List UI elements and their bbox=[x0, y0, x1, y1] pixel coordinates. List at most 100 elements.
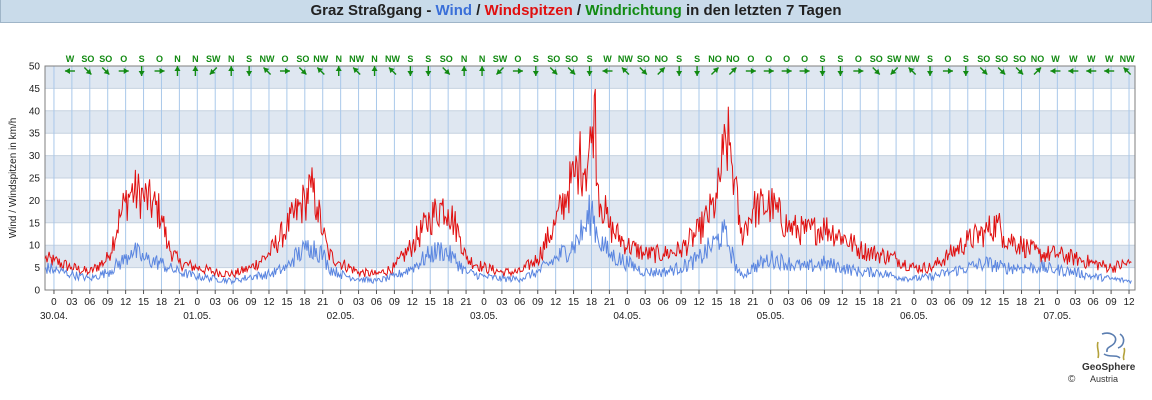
wind-direction-label: N bbox=[461, 54, 468, 64]
wind-direction-arrow-icon bbox=[942, 68, 953, 74]
title-part-1: Wind bbox=[435, 2, 473, 19]
x-tick-labels: 0 03 06 09 12 15 18 21 0 03 06 09 12 15 18 21 0 03 06 09 12 1… bbox=[51, 290, 1135, 308]
arrow-head bbox=[621, 67, 628, 74]
arrow-head bbox=[1035, 67, 1042, 74]
x-tick-label: 09 bbox=[962, 297, 974, 308]
wind-direction-arrow-icon bbox=[174, 66, 181, 76]
arrow-head bbox=[496, 68, 503, 75]
wind-direction-label: SO bbox=[977, 54, 990, 64]
arrow-head bbox=[335, 66, 342, 71]
wind-direction-arrow-icon bbox=[83, 66, 92, 76]
x-tick-label: 12 bbox=[980, 297, 992, 308]
arrow-head bbox=[1068, 68, 1074, 74]
x-tick-label: 06 bbox=[228, 297, 240, 308]
wind-direction-label: SW bbox=[887, 54, 902, 64]
title-part-6: in den letzten 7 Tagen bbox=[681, 2, 842, 19]
wind-direction-label: NW bbox=[313, 54, 328, 64]
arrow-head bbox=[890, 68, 897, 75]
wind-direction-arrow-icon bbox=[298, 66, 307, 76]
wind-direction-label: NO bbox=[1031, 54, 1045, 64]
wind-direction-label: O bbox=[944, 54, 951, 64]
arrow-head bbox=[1086, 68, 1092, 74]
x-tick-label: 12 bbox=[550, 297, 562, 308]
arrow-head bbox=[263, 67, 270, 74]
arrow-head bbox=[786, 68, 792, 74]
wind-direction-arrow-icon bbox=[676, 66, 683, 76]
wind-direction-label: NW bbox=[385, 54, 400, 64]
title-part-2: / bbox=[472, 2, 485, 19]
x-tick-label: 09 bbox=[102, 297, 114, 308]
wind-direction-arrow-icon bbox=[728, 66, 737, 76]
x-tick-label: 15 bbox=[711, 297, 723, 308]
x-tick-label: 03 bbox=[926, 297, 938, 308]
wind-direction-arrow-icon bbox=[263, 66, 272, 76]
arrow-head bbox=[999, 68, 1006, 75]
arrow-head bbox=[819, 71, 826, 76]
wind-direction-arrow-icon bbox=[425, 66, 432, 76]
wind-direction-arrow-icon bbox=[1104, 68, 1115, 74]
x-tick-label: 21 bbox=[604, 297, 616, 308]
x-tick-label: 12 bbox=[1123, 297, 1135, 308]
arrow-head bbox=[947, 68, 953, 74]
wind-direction-arrow-icon bbox=[962, 66, 969, 76]
x-tick-label: 09 bbox=[819, 297, 831, 308]
x-tick-label: 0 bbox=[625, 297, 631, 308]
arrow-head bbox=[1123, 67, 1130, 74]
logo-country: Austria bbox=[1090, 374, 1119, 384]
wind-direction-arrow-icon bbox=[927, 66, 934, 76]
arrow-head bbox=[123, 68, 129, 74]
wind-direction-label: O bbox=[783, 54, 790, 64]
wind-direction-arrow-icon bbox=[997, 66, 1006, 76]
arrow-head bbox=[317, 67, 323, 74]
x-tick-label: 0 bbox=[338, 297, 344, 308]
x-tick-label: 21 bbox=[1034, 297, 1046, 308]
y-tick-label: 40 bbox=[29, 106, 41, 117]
wind-direction-label: W bbox=[1087, 54, 1096, 64]
wind-direction-label: SO bbox=[547, 54, 560, 64]
y-tick-labels: 0 5 10 15 20 25 30 35 40 45 50 bbox=[29, 62, 41, 297]
wind-direction-arrow-icon bbox=[781, 68, 792, 74]
arrow-head bbox=[246, 71, 253, 76]
wind-direction-arrow-icon bbox=[228, 66, 235, 76]
wind-direction-label: SO bbox=[637, 54, 650, 64]
wind-direction-label: NO bbox=[654, 54, 668, 64]
wind-direction-arrow-icon bbox=[442, 66, 451, 76]
arrow-head bbox=[659, 67, 665, 74]
wind-direction-arrow-icon bbox=[639, 66, 648, 76]
wind-direction-arrow-icon bbox=[64, 68, 75, 74]
wind-direction-arrow-icon bbox=[192, 66, 199, 76]
date-label: 05.05. bbox=[757, 311, 785, 322]
x-tick-label: 03 bbox=[783, 297, 795, 308]
arrow-head bbox=[768, 68, 774, 74]
wind-direction-arrow-icon bbox=[979, 66, 988, 76]
x-tick-label: 03 bbox=[640, 297, 652, 308]
x-tick-label: 09 bbox=[389, 297, 401, 308]
wind-direction-label: O bbox=[120, 54, 127, 64]
x-tick-label: 09 bbox=[245, 297, 257, 308]
wind-direction-label: SO bbox=[81, 54, 94, 64]
arrow-head bbox=[837, 71, 844, 76]
arrow-head bbox=[750, 68, 756, 74]
x-tick-label: 06 bbox=[84, 297, 96, 308]
wind-direction-arrow-icon bbox=[371, 66, 378, 76]
wind-direction-arrow-icon bbox=[479, 66, 486, 76]
arrow-head bbox=[371, 66, 378, 71]
x-tick-label: 0 bbox=[195, 297, 201, 308]
wind-direction-label: N bbox=[479, 54, 486, 64]
wind-direction-label: N bbox=[371, 54, 378, 64]
title-part-5: Windrichtung bbox=[585, 2, 682, 19]
x-tick-label: 03 bbox=[496, 297, 508, 308]
wind-direction-arrow-icon bbox=[154, 68, 165, 74]
x-tick-label: 06 bbox=[801, 297, 813, 308]
arrow-head bbox=[1050, 68, 1056, 74]
wind-direction-label: N bbox=[228, 54, 235, 64]
arrow-head bbox=[730, 67, 737, 74]
x-tick-label: 18 bbox=[873, 297, 885, 308]
wind-direction-label: S bbox=[676, 54, 682, 64]
wind-direction-arrow-icon bbox=[532, 66, 539, 76]
geosphere-logo-icon bbox=[1096, 332, 1126, 361]
wind-direction-layer: W SO SO O S O N N SW N S NW O SO NW N NW N NW S S SO N N SW O S SO S… bbox=[64, 54, 1135, 76]
wind-direction-label: W bbox=[1069, 54, 1078, 64]
y-tick-label: 20 bbox=[29, 196, 41, 207]
arrow-head bbox=[353, 67, 359, 74]
